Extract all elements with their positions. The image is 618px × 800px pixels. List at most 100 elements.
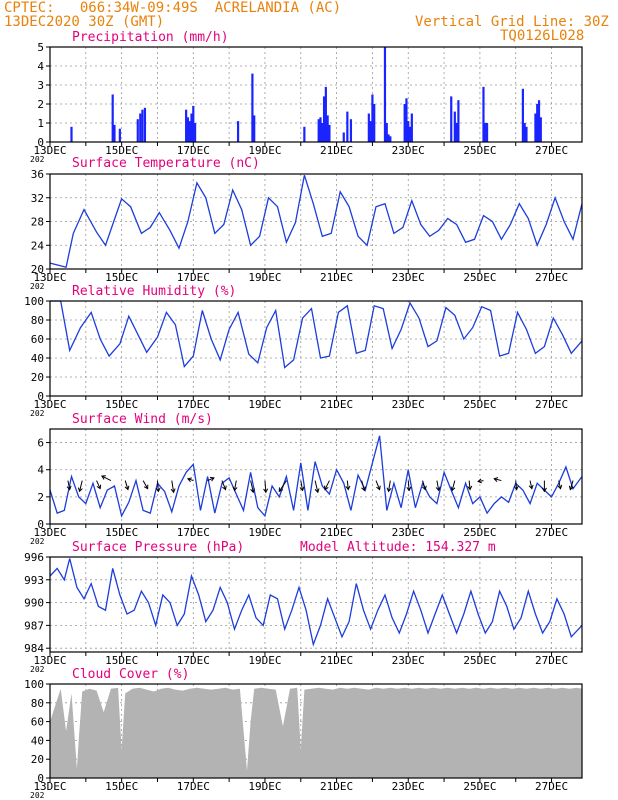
wind-arrow	[124, 480, 129, 490]
wind-arrow	[494, 478, 502, 482]
precip-bar	[521, 88, 524, 142]
wind-arrow	[468, 480, 471, 490]
precip-bar	[369, 121, 372, 142]
wind-arrow-head	[513, 485, 519, 491]
precip-bar	[408, 126, 412, 142]
precip-bar	[457, 100, 460, 142]
wind-arrow-head	[278, 487, 284, 493]
precip-x-tick-label: 15DEC	[105, 144, 138, 157]
rh-series-line	[50, 300, 583, 369]
precip-y-tick-label: 2	[37, 98, 44, 111]
precip-x-tick-label: 25DEC	[463, 144, 496, 157]
wind-arrow	[264, 480, 267, 493]
pres-y-tick-label: 987	[24, 619, 44, 632]
precip-bar	[342, 132, 345, 142]
temp-y-tick-label: 24	[31, 239, 45, 252]
wind-arrow	[156, 480, 159, 492]
precip-x-tick-label: 27DEC	[535, 144, 568, 157]
precip-x-tick-label: 17DEC	[177, 144, 210, 157]
temp-x-tick-label: 17DEC	[177, 271, 210, 284]
precip-x-year-label: 202	[30, 155, 45, 164]
rh-y-tick-label: 0	[37, 390, 44, 403]
cloud-x-tick-label: 13DEC	[33, 780, 66, 793]
temp-y-tick-label: 32	[31, 192, 44, 205]
wind-arrow	[529, 480, 533, 489]
wind-x-tick-label: 15DEC	[105, 526, 138, 539]
precip-bar	[328, 124, 331, 142]
wind-arrow-head	[557, 484, 563, 490]
precip-bar	[403, 104, 406, 142]
precip-bar	[188, 121, 191, 142]
rh-x-tick-label: 17DEC	[177, 398, 210, 411]
wind-arrow	[515, 480, 518, 490]
precip-bar	[326, 115, 329, 142]
pres-y-tick-label: 984	[24, 642, 44, 655]
wind-arrow	[221, 480, 227, 490]
wind-x-tick-label: 27DEC	[535, 526, 568, 539]
temp-x-tick-label: 21DEC	[320, 271, 353, 284]
temp-x-tick-label: 13DEC	[33, 271, 66, 284]
wind-arrow	[207, 477, 215, 482]
wind-arrow	[422, 480, 426, 490]
wind-arrow-head	[528, 484, 534, 490]
rh-y-tick-label: 100	[24, 295, 44, 308]
wind-arrow-head	[170, 488, 176, 494]
model-altitude: Model Altitude: 154.327 m	[300, 540, 496, 555]
wind-frame	[49, 428, 583, 525]
cloud-x-tick-label: 25DEC	[463, 780, 496, 793]
rh-x-tick-label: 21DEC	[320, 398, 353, 411]
temp-x-tick-label: 27DEC	[535, 271, 568, 284]
wind-arrow-head	[421, 485, 427, 491]
precip-bar	[113, 124, 116, 142]
wind-arrow-head	[450, 486, 456, 492]
temp-y-tick-label: 20	[31, 263, 44, 276]
wind-series-line	[49, 435, 583, 518]
precip-bar	[186, 117, 190, 142]
precip-bar	[371, 94, 374, 142]
precip-bar	[118, 128, 121, 142]
precip-bar	[534, 113, 537, 142]
precip-title: Precipitation (mm/h)	[72, 30, 229, 45]
cloud-x-tick-label: 21DEC	[320, 780, 353, 793]
precip-bar	[407, 121, 410, 142]
wind-arrow-head	[386, 487, 392, 493]
pres-x-tick-label: 17DEC	[177, 654, 210, 667]
cloud-cover-area	[50, 687, 582, 778]
wind-arrow-head	[222, 485, 227, 491]
header-station: CPTEC: 066:34W-09:49S ACRELANDIA (AC)	[4, 0, 342, 16]
precip-bar	[253, 115, 256, 142]
wind-x-tick-label: 25DEC	[463, 526, 496, 539]
wind-arrow-head	[155, 487, 161, 493]
pres-x-tick-label: 21DEC	[320, 654, 353, 667]
wind-arrow	[314, 480, 319, 493]
wind-arrow-head	[467, 485, 473, 491]
precip-x-tick-label: 19DEC	[248, 144, 281, 157]
wind-arrow-head	[250, 488, 256, 494]
pres-x-tick-label: 19DEC	[248, 654, 281, 667]
pres-x-tick-label: 13DEC	[33, 654, 66, 667]
wind-arrow	[171, 480, 175, 493]
wind-arrow-head	[345, 485, 351, 491]
wind-arrow-head	[541, 487, 547, 493]
precip-x-tick-label: 21DEC	[320, 144, 353, 157]
wind-arrow-head	[101, 475, 106, 480]
wind-arrow-head	[435, 486, 441, 492]
wind-arrow-head	[186, 477, 192, 483]
wind-x-year-label: 202	[30, 537, 45, 546]
precip-bar	[523, 123, 526, 142]
cloud-x-tick-label: 27DEC	[535, 780, 568, 793]
wind-arrow	[278, 480, 287, 492]
cloud-y-tick-label: 60	[31, 716, 44, 729]
wind-arrow-head	[299, 486, 305, 492]
wind-arrow	[346, 480, 349, 490]
precip-bar	[349, 119, 353, 142]
temp-y-tick-label: 36	[31, 168, 44, 181]
precip-bar	[346, 111, 349, 142]
wind-y-tick-label: 4	[37, 464, 44, 477]
wind-arrow	[388, 480, 391, 492]
precip-y-tick-label: 5	[37, 41, 44, 54]
wind-y-tick-label: 2	[37, 491, 44, 504]
cloud-frame	[49, 683, 583, 779]
precip-bar	[373, 104, 376, 142]
wind-arrow	[451, 480, 456, 491]
